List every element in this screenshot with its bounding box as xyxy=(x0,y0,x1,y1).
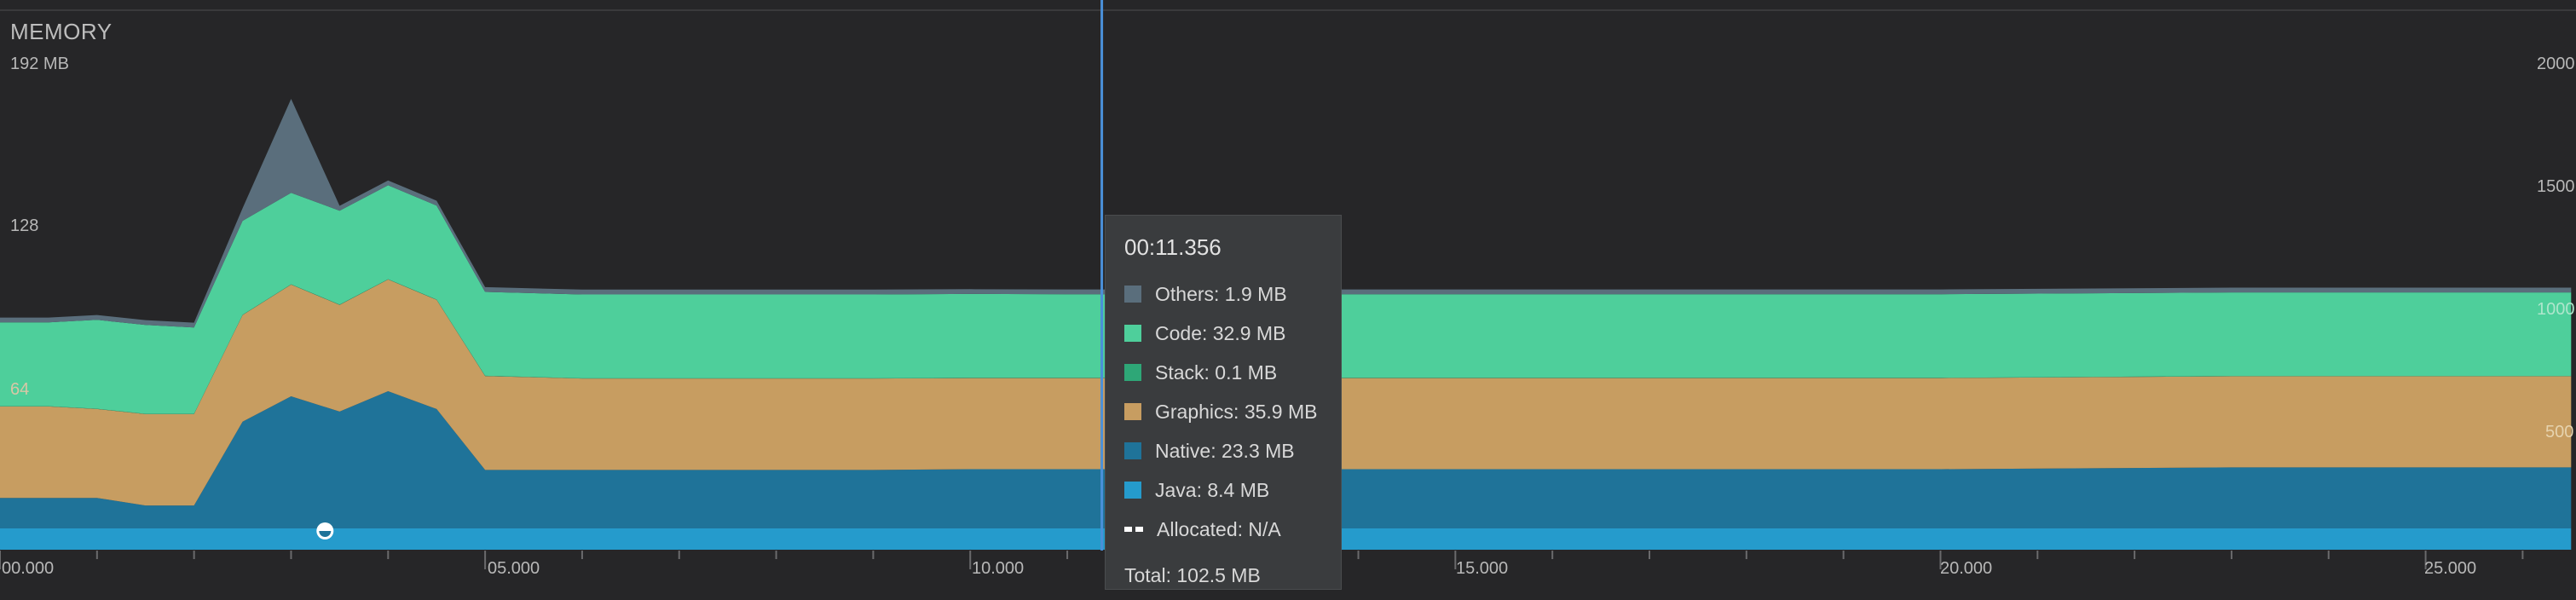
tooltip-row-allocated: Allocated: N/A xyxy=(1124,510,1341,549)
time-label-10: 10.000 xyxy=(972,559,1025,578)
allocated-dash-icon xyxy=(1124,527,1143,532)
area-native xyxy=(0,391,2572,528)
time-label-15: 15.000 xyxy=(1456,559,1509,578)
panel-title: MEMORY xyxy=(10,19,113,44)
time-label-0: 00.000 xyxy=(2,559,55,578)
stack-swatch-icon xyxy=(1124,364,1141,381)
left-axis-label-128: 128 xyxy=(10,216,39,235)
tooltip-native-label: Native: 23.3 MB xyxy=(1155,439,1295,462)
tooltip-code-label: Code: 32.9 MB xyxy=(1155,321,1286,344)
tooltip-row-stack: Stack: 0.1 MB xyxy=(1124,353,1341,392)
others-swatch-icon xyxy=(1124,286,1141,303)
gc-event-icon[interactable] xyxy=(316,522,334,539)
tooltip-total: Total: 102.5 MB xyxy=(1124,563,1261,586)
right-axis-label-500: 500 xyxy=(2545,423,2574,441)
native-swatch-icon xyxy=(1124,442,1141,459)
memory-tooltip: 00:11.356 Others: 1.9 MB Code: 32.9 MB S… xyxy=(1105,215,1342,590)
tooltip-others-label: Others: 1.9 MB xyxy=(1155,282,1287,305)
time-label-5: 05.000 xyxy=(488,559,540,578)
tooltip-row-others: Others: 1.9 MB xyxy=(1124,274,1341,314)
left-axis-label-192: 192 MB xyxy=(10,55,69,73)
right-axis-label-1500: 1500 xyxy=(2537,177,2575,196)
tooltip-time: 00:11.356 xyxy=(1124,234,1222,260)
tooltip-row-graphics: Graphics: 35.9 MB xyxy=(1124,392,1341,431)
graphics-swatch-icon xyxy=(1124,403,1141,420)
time-label-20: 20.000 xyxy=(1940,559,1993,578)
tooltip-graphics-label: Graphics: 35.9 MB xyxy=(1155,400,1318,423)
tooltip-stack-label: Stack: 0.1 MB xyxy=(1155,361,1278,384)
code-swatch-icon xyxy=(1124,325,1141,342)
tooltip-row-native: Native: 23.3 MB xyxy=(1124,431,1341,470)
right-axis-label-1000: 1000 xyxy=(2537,300,2575,319)
time-label-25: 25.000 xyxy=(2424,559,2477,578)
right-axis-label-2000: 2000 xyxy=(2537,55,2575,73)
tooltip-row-code: Code: 32.9 MB xyxy=(1124,314,1341,353)
tooltip-java-label: Java: 8.4 MB xyxy=(1155,478,1270,501)
left-axis-label-64: 64 xyxy=(10,380,30,399)
tooltip-allocated-label: Allocated: N/A xyxy=(1157,517,1281,540)
tooltip-row-java: Java: 8.4 MB xyxy=(1124,470,1341,510)
java-swatch-icon xyxy=(1124,482,1141,499)
